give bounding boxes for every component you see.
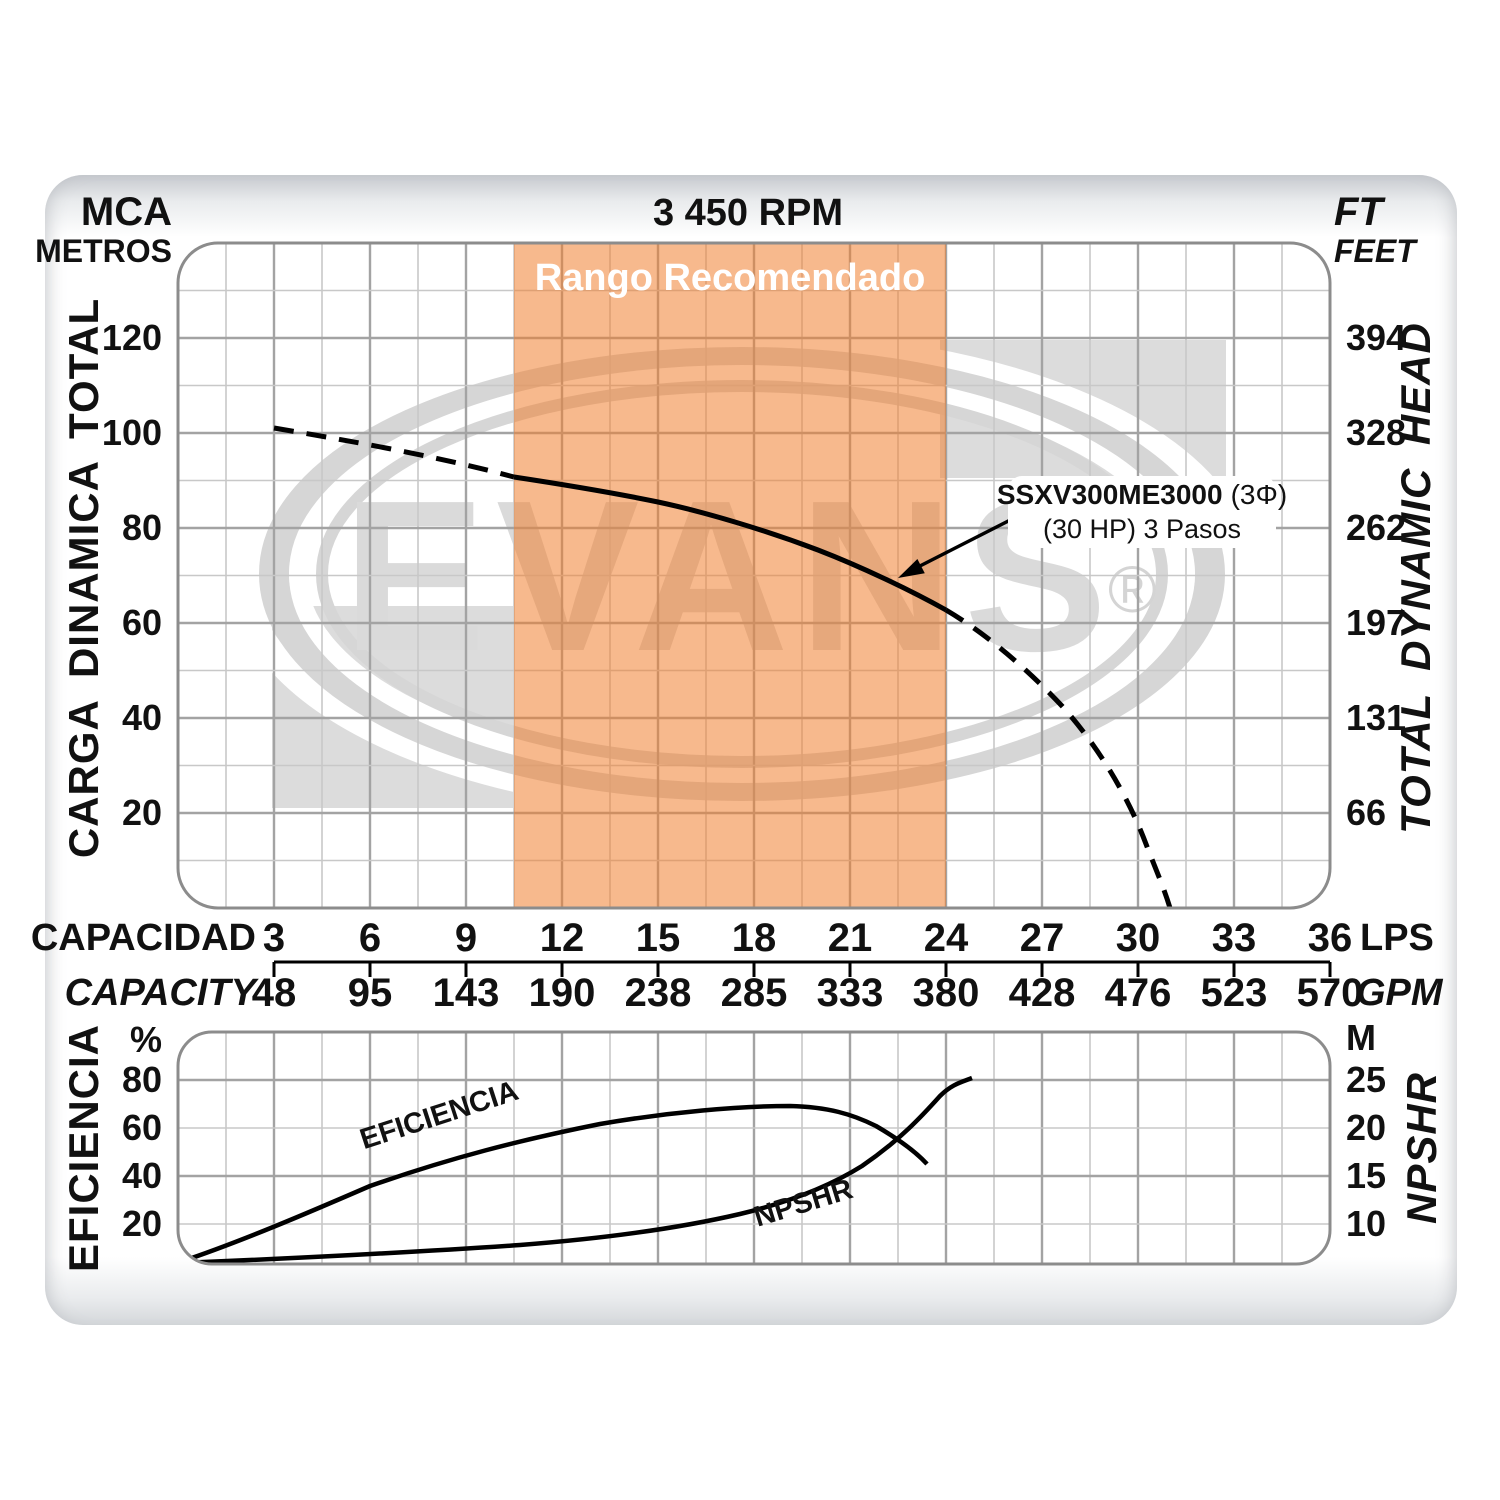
capacity-axis <box>272 960 1332 977</box>
y-left-tick: 40 <box>121 697 162 738</box>
lps-tick: 18 <box>731 916 777 960</box>
npshr-tick: 15 <box>1346 1155 1387 1196</box>
eff-tick: 80 <box>121 1059 162 1100</box>
recommended-range-label: Rango Recomendado <box>534 257 926 299</box>
gpm-tick: 333 <box>816 971 884 1015</box>
eff-tick: 40 <box>121 1155 162 1196</box>
capacity-label: CAPACITY <box>64 972 256 1014</box>
npshr-tick: 10 <box>1346 1203 1387 1244</box>
watermark-registered-icon: ® <box>1108 552 1157 626</box>
gpm-tick: 380 <box>912 971 980 1015</box>
lps-tick: 15 <box>635 916 681 960</box>
y-left-tick: 80 <box>121 507 162 548</box>
lps-tick: 3 <box>262 916 286 960</box>
head-capacity-chart: EVANS ® <box>176 241 1332 910</box>
y-right-tick: 262 <box>1346 507 1407 548</box>
percent-unit-label: % <box>129 1019 162 1060</box>
lps-tick: 24 <box>923 916 969 960</box>
y-right-tick: 66 <box>1346 792 1387 833</box>
gpm-tick: 95 <box>347 971 393 1015</box>
gpm-tick: 570 <box>1296 971 1364 1015</box>
lps-tick: 27 <box>1019 916 1065 960</box>
lower-chart-border <box>176 1030 1332 1266</box>
gpm-tick: 523 <box>1200 971 1268 1015</box>
lps-unit-label: LPS <box>1360 917 1434 959</box>
lower-left-axis-title: EFICIENCIA <box>60 1023 107 1273</box>
lps-tick: 33 <box>1211 916 1257 960</box>
y-left-tick: 120 <box>101 317 162 358</box>
curve-callout: SSXV300ME3000 (3Φ) (30 HP) 3 Pasos <box>997 476 1287 548</box>
arrowhead-icon <box>898 559 925 578</box>
capacidad-label: CAPACIDAD <box>30 917 256 959</box>
lps-tick: 6 <box>358 916 382 960</box>
curve-model-code: SSXV300ME3000 <box>996 479 1223 510</box>
y-right-tick: 328 <box>1346 412 1407 453</box>
curve-callout-line1: SSXV300ME3000 (3Φ) <box>997 479 1287 511</box>
gpm-tick: 238 <box>624 971 692 1015</box>
y-left-tick: 100 <box>101 412 162 453</box>
curve-callout-line2: (30 HP) 3 Pasos <box>1042 514 1242 544</box>
pump-curve-dashed-right <box>944 607 1173 908</box>
y-right-tick: 197 <box>1346 602 1407 643</box>
eff-tick: 20 <box>121 1203 162 1244</box>
m-unit-label: M <box>1346 1017 1376 1058</box>
upper-chart-border <box>176 241 1332 910</box>
unit-ft-label: FT <box>1334 190 1383 234</box>
npshr-curve <box>179 1075 973 1264</box>
gpm-tick: 190 <box>528 971 596 1015</box>
lps-tick: 36 <box>1307 916 1353 960</box>
unit-metros-label: METROS <box>35 233 172 269</box>
gpm-tick: 428 <box>1008 971 1076 1015</box>
y-left-tick: 60 <box>121 602 162 643</box>
gpm-tick: 285 <box>720 971 788 1015</box>
gpm-tick: 143 <box>432 971 500 1015</box>
y-right-tick: 394 <box>1346 317 1407 358</box>
efficiency-curve <box>179 1103 929 1264</box>
gpm-tick: 476 <box>1104 971 1172 1015</box>
upper-right-axis-title: TOTAL DYNAMIC HEAD <box>1392 322 1439 834</box>
y-left-tick: 20 <box>121 792 162 833</box>
gpm-unit-label: GPM <box>1356 972 1443 1014</box>
pump-curve <box>273 425 1173 908</box>
pump-curve-dashed-left <box>273 425 515 480</box>
unit-feet-label: FEET <box>1334 233 1416 269</box>
curve-annotation-arrow <box>898 512 1023 578</box>
upper-left-axis-title: CARGA DINAMICA TOTAL <box>60 297 107 859</box>
lower-right-axis-title: NPSHR <box>1398 1071 1445 1225</box>
eff-tick: 60 <box>121 1107 162 1148</box>
unit-mca-label: MCA <box>80 190 172 234</box>
curve-phase: (3Φ) <box>1230 479 1288 510</box>
npshr-tick: 20 <box>1346 1107 1387 1148</box>
rpm-title: 3 450 RPM <box>652 192 844 234</box>
y-right-tick: 131 <box>1346 697 1407 738</box>
pump-curve-solid <box>513 474 948 613</box>
npshr-tick: 25 <box>1346 1059 1387 1100</box>
gpm-tick: 48 <box>251 971 297 1015</box>
efficiency-npshr-chart: EFICIENCIA NPSHR <box>176 1030 1332 1266</box>
lps-tick: 30 <box>1115 916 1161 960</box>
lps-tick: 9 <box>454 916 478 960</box>
lps-tick: 21 <box>827 916 873 960</box>
lps-tick: 12 <box>539 916 585 960</box>
